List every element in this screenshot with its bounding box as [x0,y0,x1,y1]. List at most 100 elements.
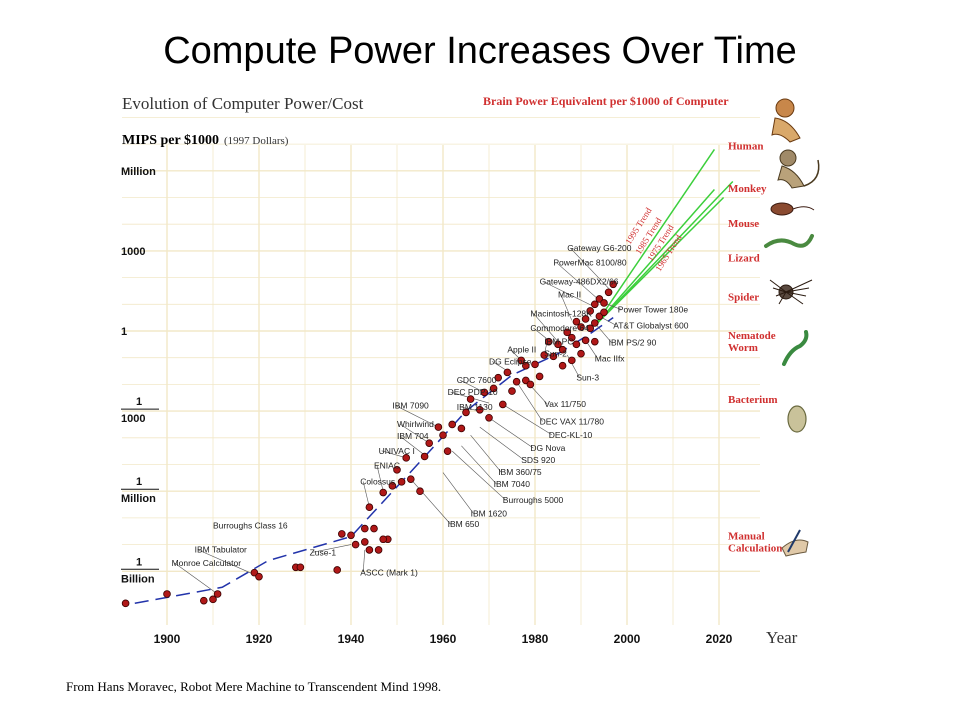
data-point [475,405,484,414]
label-leader-line [362,549,366,573]
monkey-body-icon [777,165,805,189]
data-point [558,361,567,370]
data-point [439,431,447,439]
data-point [296,563,305,572]
data-point [586,307,594,315]
machine-label: IBM 7090 [392,400,429,410]
trend-line [594,180,734,327]
y-tick-numerator: 1 [136,476,142,488]
machine-label: Macintosh-128K [530,308,592,318]
label-leader-line [556,262,600,301]
data-point [255,572,263,581]
data-point [209,595,217,604]
machine-label: IBM 704 [397,431,429,441]
data-point [393,466,401,474]
label-leader-line [381,450,407,459]
y-axis-label-note: (1997 Dollars) [224,135,289,147]
y-tick-label: 1000 [121,246,145,258]
data-point [333,566,342,574]
data-point [374,546,383,554]
data-point [163,590,171,598]
pen-icon [787,529,801,553]
machine-label: Gateway G6-200 [567,243,632,253]
label-leader-line [442,472,474,514]
machine-label: Mac II [558,290,581,300]
data-points [121,280,617,608]
machine-label: Apple II [507,344,536,354]
data-point [577,349,585,358]
brain-level-label: Mouse [728,218,759,230]
y-axis-label: MIPS per $1000 [122,133,219,148]
monkey-tail-icon [803,159,820,187]
label-leader-line [594,322,612,343]
y-tick-denominator: Billion [121,573,155,585]
human-body-icon [771,117,801,143]
data-point [213,590,222,598]
data-point [485,413,493,422]
machine-label: DG Eclipse [489,356,532,366]
spider-leg-icon [785,291,804,305]
label-leader-line [516,381,543,422]
x-tick-label: 2020 [706,632,733,646]
animal-illustrations [764,98,820,557]
machine-label: UNIVAC I [379,446,415,456]
spider-leg-icon [775,291,787,297]
mouse-icon [770,202,794,216]
data-point [508,387,516,395]
label-leader-line [376,465,384,492]
y-tick-numerator: 1 [136,556,142,568]
brain-level-label: Human [728,140,763,152]
worm-icon [782,330,809,366]
brain-level-label-line2: Calculation [728,542,782,554]
machine-labels: Gateway G6-200 PowerMac 8100/80 Gateway-48… [172,243,689,577]
label-leader-line [542,281,595,308]
data-point [489,384,498,393]
label-leader-line [533,327,549,341]
machine-label: IBM 1620 [471,509,508,519]
data-point [494,373,503,382]
y-tick-denominator: Million [121,493,156,505]
x-tick-label: 1920 [246,632,273,646]
data-point [609,280,617,289]
label-leader-line [502,404,552,436]
data-point [581,336,590,345]
data-point [577,323,585,331]
data-point [535,372,544,381]
label-leader-line [174,562,218,595]
label-leader-line [479,426,525,461]
label-leader-line [312,544,352,553]
chart-title: Evolution of Computer Power/Cost [122,94,364,113]
hand-icon [781,539,809,557]
machine-label: DEC-KL-10 [549,430,593,440]
y-tick-label: Million [121,166,156,178]
data-point [466,395,475,403]
data-point [351,540,360,549]
y-tick-denominator: 1000 [121,413,145,425]
data-point [360,524,369,533]
machine-label: DEC PDP-10 [448,387,498,397]
trend-line [594,196,725,327]
label-leader-line [569,247,609,289]
machine-label: Mac IIfx [595,354,626,364]
data-point [567,356,576,365]
label-leader-line [488,417,534,449]
label-leader-line [451,450,507,501]
y-tick-label: 1 [121,326,127,338]
data-point [512,377,521,386]
label-leader-line [459,379,485,393]
machine-label: CDC 7600 [457,375,497,385]
data-point [600,308,608,317]
data-point [425,439,434,447]
machine-label: IBM 360/75 [498,467,542,477]
machine-label: Vax 11/750 [544,399,586,409]
source-note: From Hans Moravec, Robot Mere Machine to… [66,679,442,694]
machine-label: SDS 920 [521,455,555,465]
machine-label: IBM 650 [448,519,480,529]
brain-level-label: Manual [728,530,765,542]
data-point [590,319,599,327]
data-point [480,388,489,397]
x-tick-label: 1960 [430,632,457,646]
brain-level-label: Nematode [728,330,776,342]
machine-label: DEC VAX 11/780 [540,416,605,426]
